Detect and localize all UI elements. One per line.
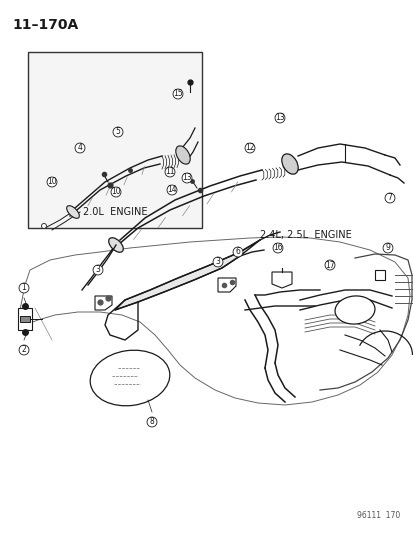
Text: 96111  170: 96111 170 xyxy=(356,511,399,520)
Polygon shape xyxy=(115,240,259,310)
Circle shape xyxy=(324,260,334,270)
Circle shape xyxy=(75,143,85,153)
Circle shape xyxy=(19,283,29,293)
Text: 17: 17 xyxy=(324,261,334,270)
Text: 4: 4 xyxy=(77,143,82,152)
Text: 10: 10 xyxy=(111,188,121,197)
Circle shape xyxy=(147,417,157,427)
Circle shape xyxy=(244,143,254,153)
Text: 11–170A: 11–170A xyxy=(12,18,78,32)
Circle shape xyxy=(165,167,175,177)
Bar xyxy=(28,52,202,228)
Text: 14: 14 xyxy=(167,185,176,195)
Circle shape xyxy=(382,243,392,253)
Polygon shape xyxy=(18,308,32,330)
Text: 13: 13 xyxy=(182,174,191,182)
Polygon shape xyxy=(20,237,409,405)
Circle shape xyxy=(93,265,103,275)
Circle shape xyxy=(384,193,394,203)
Circle shape xyxy=(173,89,183,99)
Circle shape xyxy=(272,243,282,253)
Ellipse shape xyxy=(66,206,79,219)
Text: 3: 3 xyxy=(95,265,100,274)
Text: 2.0L  ENGINE: 2.0L ENGINE xyxy=(83,207,147,217)
Circle shape xyxy=(213,257,223,267)
Circle shape xyxy=(233,247,242,257)
Text: 10: 10 xyxy=(47,177,57,187)
Text: 16: 16 xyxy=(273,244,282,253)
Text: 1: 1 xyxy=(21,284,26,293)
Polygon shape xyxy=(95,296,112,310)
Text: 9: 9 xyxy=(385,244,389,253)
Ellipse shape xyxy=(176,146,190,164)
Text: 7: 7 xyxy=(387,193,392,203)
Text: 11: 11 xyxy=(165,167,174,176)
Ellipse shape xyxy=(90,350,169,406)
Text: 8: 8 xyxy=(149,417,154,426)
Circle shape xyxy=(274,113,284,123)
Ellipse shape xyxy=(281,154,297,174)
Text: 12: 12 xyxy=(244,143,254,152)
Text: 15: 15 xyxy=(173,90,183,99)
Polygon shape xyxy=(271,272,291,288)
Circle shape xyxy=(166,185,176,195)
Text: 13: 13 xyxy=(275,114,284,123)
Text: 2: 2 xyxy=(21,345,26,354)
Circle shape xyxy=(47,177,57,187)
Text: 3: 3 xyxy=(215,257,220,266)
Circle shape xyxy=(111,187,121,197)
Text: 6: 6 xyxy=(235,247,240,256)
Ellipse shape xyxy=(334,296,374,324)
Text: 5: 5 xyxy=(115,127,120,136)
Circle shape xyxy=(113,127,123,137)
Circle shape xyxy=(41,223,46,229)
Polygon shape xyxy=(20,316,30,322)
Circle shape xyxy=(19,345,29,355)
Polygon shape xyxy=(374,270,384,280)
Text: 2.4L, 2.5L  ENGINE: 2.4L, 2.5L ENGINE xyxy=(259,230,351,240)
Circle shape xyxy=(182,173,192,183)
Polygon shape xyxy=(218,278,235,292)
Ellipse shape xyxy=(109,238,123,252)
